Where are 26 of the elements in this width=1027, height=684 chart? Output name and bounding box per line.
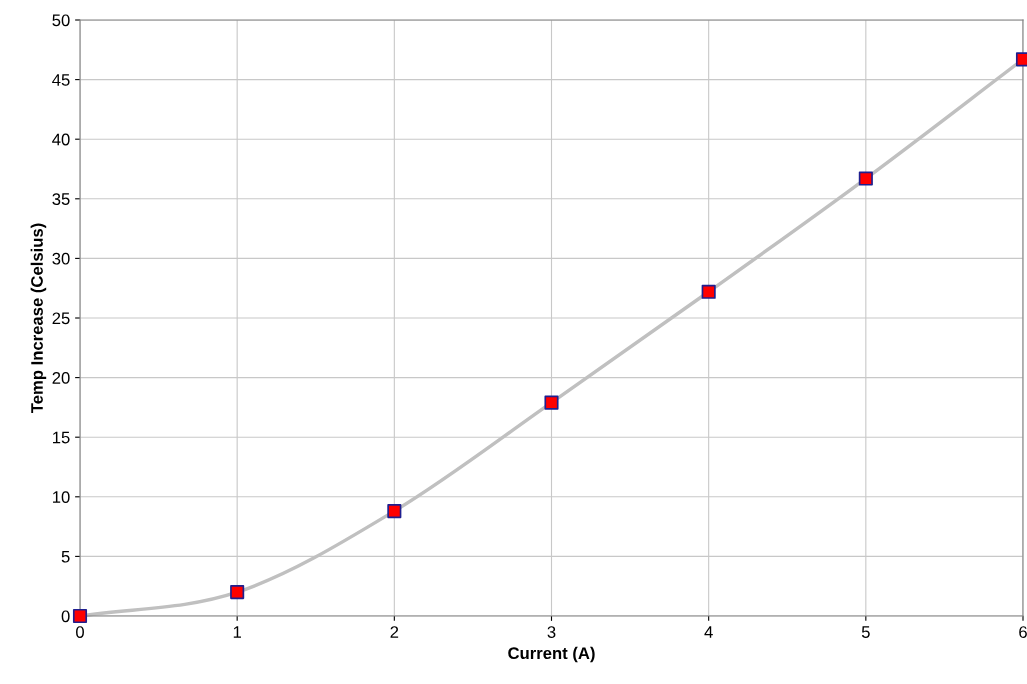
point [72,608,88,624]
y-tick-label: 45 [52,74,70,86]
y-tick-label: 35 [52,193,70,205]
x-tick-label: 2 [390,626,399,638]
x-tick-label: 5 [861,626,870,638]
y-axis-title: Temp Increase (Celsius) [30,223,47,414]
x-tick-label: 6 [1019,626,1027,638]
x-tick-label: 0 [76,626,84,638]
x-tick-label: 4 [704,626,713,638]
point [230,585,245,600]
y-tick-label: 10 [53,491,70,503]
y-tick-label: 30 [52,252,70,265]
x-tick-label: 3 [547,626,556,638]
y-tick-label: 50 [52,14,70,27]
x-tick-label: 1 [233,626,241,638]
y-tick-label: 25 [52,312,70,325]
y-tick-label: 0 [61,610,70,623]
y-tick-label: 15 [53,431,70,444]
y-tick-label: 40 [52,133,70,146]
point [701,284,716,299]
x-axis-title: Current (A) [508,646,595,663]
y-tick-label: 20 [52,372,70,384]
point [544,395,559,410]
point [387,504,402,519]
y-tick-label: 5 [61,550,70,563]
point [858,171,873,186]
